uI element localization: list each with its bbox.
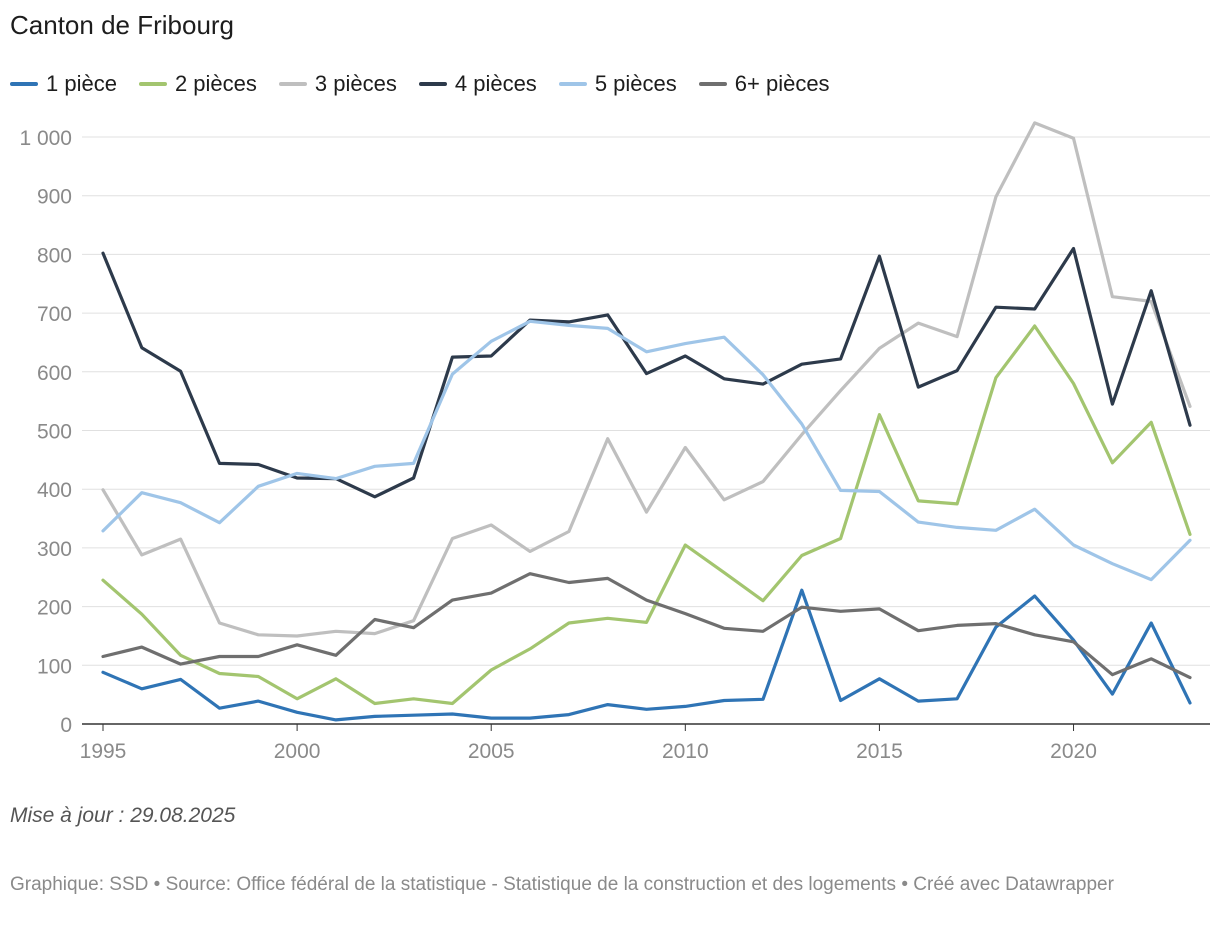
x-tick-label: 2000 bbox=[274, 740, 321, 763]
y-tick-label: 0 bbox=[60, 714, 72, 737]
legend-item-3-pieces: 3 pièces bbox=[278, 71, 397, 97]
line-chart: 0 100 200 300 400 500 600 700 800 900 1 000 1995 200… bbox=[19, 121, 1210, 763]
legend-item-6-plus-pieces: 6+ pièces bbox=[698, 71, 830, 97]
y-tick-label: 800 bbox=[37, 244, 72, 267]
update-date: Mise à jour : 29.08.2025 bbox=[10, 804, 236, 827]
legend-label: 1 pièce bbox=[46, 71, 117, 96]
source-note: Graphique: SSD • Source: Office fédéral … bbox=[10, 874, 1114, 895]
legend-swatch bbox=[278, 82, 307, 86]
legend-swatch bbox=[698, 82, 727, 86]
x-tick-label: 2010 bbox=[662, 740, 709, 763]
y-tick-label: 500 bbox=[37, 421, 72, 444]
legend-swatch bbox=[558, 82, 587, 86]
legend-label: 2 pièces bbox=[174, 71, 257, 96]
legend-swatch bbox=[10, 82, 38, 86]
chart-title: Canton de Fribourg bbox=[10, 10, 235, 40]
y-tick-label: 900 bbox=[37, 186, 72, 209]
x-tick-label: 2015 bbox=[856, 740, 903, 763]
series-line-1-pi-ce bbox=[101, 588, 1192, 722]
legend-item-1-piece: 1 pièce bbox=[10, 71, 117, 97]
chart-legend: 1 pièce 2 pièces 3 pièces 4 pièces 5 piè… bbox=[10, 70, 852, 98]
legend-label: 4 pièces bbox=[454, 71, 537, 96]
series-line-2-pi-ces bbox=[101, 324, 1192, 706]
y-tick-label: 300 bbox=[37, 538, 72, 561]
legend-swatch bbox=[418, 82, 447, 86]
y-tick-label: 400 bbox=[37, 479, 72, 502]
series-line-6-plus-pi-ces bbox=[101, 572, 1192, 680]
x-tick-label: 2020 bbox=[1050, 740, 1097, 763]
legend-label: 3 pièces bbox=[314, 71, 397, 96]
series-line-5-pi-ces bbox=[101, 319, 1192, 582]
legend-label: 5 pièces bbox=[594, 71, 677, 96]
x-tick-label: 1995 bbox=[80, 740, 127, 763]
series-line-4-pi-ces bbox=[101, 246, 1192, 499]
y-tick-label: 200 bbox=[37, 597, 72, 620]
legend-swatch bbox=[138, 82, 167, 86]
x-tick-label: 2005 bbox=[468, 740, 515, 763]
y-tick-label: 1 000 bbox=[19, 127, 72, 150]
y-tick-label: 700 bbox=[37, 303, 72, 326]
y-tick-label: 100 bbox=[37, 655, 72, 678]
legend-label: 6+ pièces bbox=[734, 71, 830, 96]
series-line-3-pi-ces bbox=[101, 121, 1192, 638]
legend-item-5-pieces: 5 pièces bbox=[558, 71, 677, 97]
legend-item-4-pieces: 4 pièces bbox=[418, 71, 537, 97]
legend-item-2-pieces: 2 pièces bbox=[138, 71, 257, 97]
y-tick-label: 600 bbox=[37, 362, 72, 385]
